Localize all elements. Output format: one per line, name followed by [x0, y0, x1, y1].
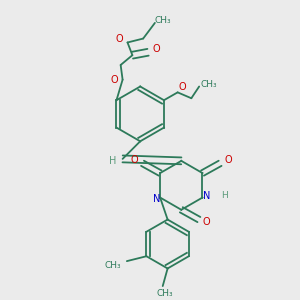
Text: H: H — [109, 156, 116, 166]
Text: O: O — [203, 218, 211, 227]
Text: O: O — [179, 82, 186, 92]
Text: O: O — [152, 44, 160, 54]
Text: CH₃: CH₃ — [105, 260, 122, 269]
Text: O: O — [116, 34, 124, 44]
Text: N: N — [152, 194, 160, 205]
Text: O: O — [131, 155, 139, 165]
Text: CH₃: CH₃ — [156, 290, 173, 298]
Text: CH₃: CH₃ — [201, 80, 217, 89]
Text: N: N — [203, 190, 210, 201]
Text: H: H — [220, 191, 227, 200]
Text: O: O — [224, 155, 232, 165]
Text: CH₃: CH₃ — [154, 16, 171, 26]
Text: O: O — [111, 75, 118, 85]
